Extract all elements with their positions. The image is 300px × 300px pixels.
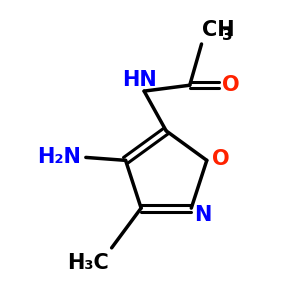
Text: O: O [212,149,230,169]
Text: H₂N: H₂N [38,147,81,167]
Text: HN: HN [122,70,157,90]
Text: CH: CH [202,20,234,40]
Text: N: N [194,206,211,226]
Text: 3: 3 [222,28,232,43]
Text: H₃C: H₃C [67,253,109,273]
Text: O: O [222,75,239,95]
